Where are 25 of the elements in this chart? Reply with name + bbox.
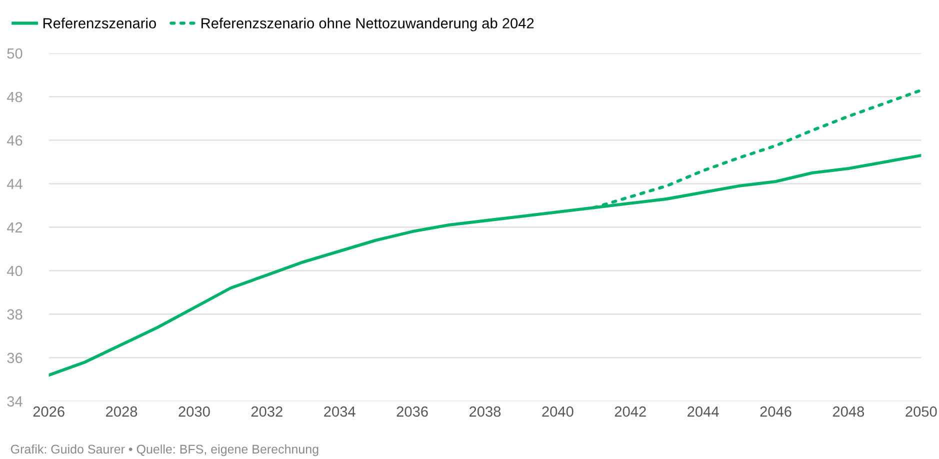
y-tick-label: 46 <box>6 135 22 146</box>
y-tick-label: 34 <box>7 396 22 407</box>
x-tick-label: 2046 <box>760 406 792 417</box>
x-tick-label: 2050 <box>906 406 937 417</box>
y-tick-label: 44 <box>6 178 22 189</box>
y-tick-label: 50 <box>7 48 22 59</box>
text: Grafik: Guido Saurer • Quelle: BFS, eigene Berechnung <box>10 444 318 456</box>
x-tick-label: 2036 <box>396 406 428 417</box>
x-tick-label: 2026 <box>33 406 64 417</box>
x-tick-label: 2042 <box>614 406 646 417</box>
x-tick-label: 2040 <box>542 406 574 417</box>
x-tick-label: 2028 <box>106 406 138 417</box>
legend-label: Referenzszenario ohne Nettozuwanderung ab 2042 <box>202 18 534 32</box>
legend-label: Referenzszenario <box>43 18 156 28</box>
x-tick-label: 2030 <box>178 406 210 417</box>
y-tick-label: 36 <box>7 352 22 364</box>
x-tick-label: 2048 <box>832 406 864 417</box>
y-tick-label: 38 <box>7 309 22 320</box>
x-tick-label: 2032 <box>251 406 282 417</box>
y-tick-label: 42 <box>6 222 22 232</box>
y-tick-label: 48 <box>6 92 22 102</box>
x-tick-label: 2044 <box>688 406 719 417</box>
x-tick-label: 2034 <box>324 406 356 417</box>
y-tick-label: 40 <box>6 266 22 276</box>
x-tick-label: 2038 <box>470 406 501 417</box>
